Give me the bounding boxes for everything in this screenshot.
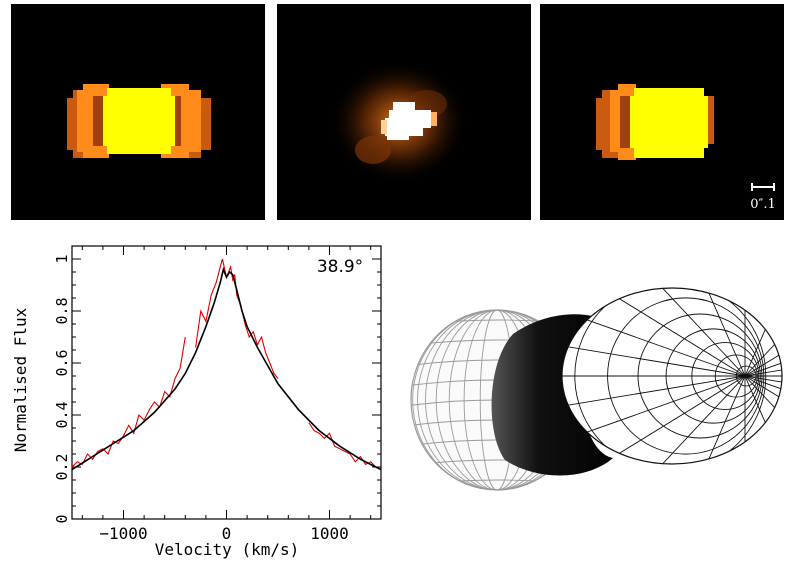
chart-series-layer [71,258,382,471]
model-image-right: 0″.1 [596,84,776,212]
y-tick-label: 0 [53,514,71,523]
model-image-left [67,84,211,158]
meridian-line [614,288,746,377]
parallel-line [574,288,767,464]
meridian-line [677,375,746,464]
x-tick-label: −1000 [99,524,147,543]
parallel-line [637,313,763,439]
y-tick-label: 1 [53,254,71,263]
parallel-line [691,342,760,410]
model-profile-line [71,266,382,471]
plot-frame [71,245,382,520]
meridian-line [562,375,746,457]
meridian-line [677,288,746,377]
parallel-line [735,365,757,387]
right-lobe [561,287,783,465]
parallel-line [607,297,765,455]
meridian-line [562,334,746,377]
x-tick-label: 0 [222,524,232,543]
meridian-line [562,288,746,377]
model-image-left-panel [11,4,265,220]
y-axis-label: Normalised Flux [11,307,30,452]
parallel-line [665,328,761,424]
y-tick-label: 0.8 [53,297,71,324]
chart-axes: −1000 0 1000 0 0.2 0.4 0.6 0.8 1 [53,245,382,543]
inclination-label: 38.9° [317,257,363,277]
parallel-line [714,354,758,398]
y-tick-label: 0.6 [53,349,71,376]
meridian-line [744,375,782,464]
meridian-line [562,375,746,464]
meridian-line [614,375,746,464]
line-profile-chart: −1000 0 1000 0 0.2 0.4 0.6 0.8 1 38.9° Velocity … [11,245,382,559]
meridian-line [744,288,782,377]
meridian-line [744,288,782,377]
observed-image-panel [277,4,531,220]
wireframe-model [410,287,783,491]
meridian-line [562,375,746,418]
y-tick-label: 0.4 [53,401,71,428]
y-tick-label: 0.2 [53,453,71,480]
scale-bar-label: 0″.1 [750,197,776,212]
x-axis-label: Velocity (km/s) [155,540,300,559]
observed-image [329,60,469,184]
model-image-right-panel: 0″.1 [540,4,784,220]
meridian-line [744,375,782,464]
x-tick-label: 1000 [310,524,349,543]
scale-bar: 0″.1 [750,183,776,212]
observed-profile-line [71,258,382,471]
meridian-line [562,295,746,377]
